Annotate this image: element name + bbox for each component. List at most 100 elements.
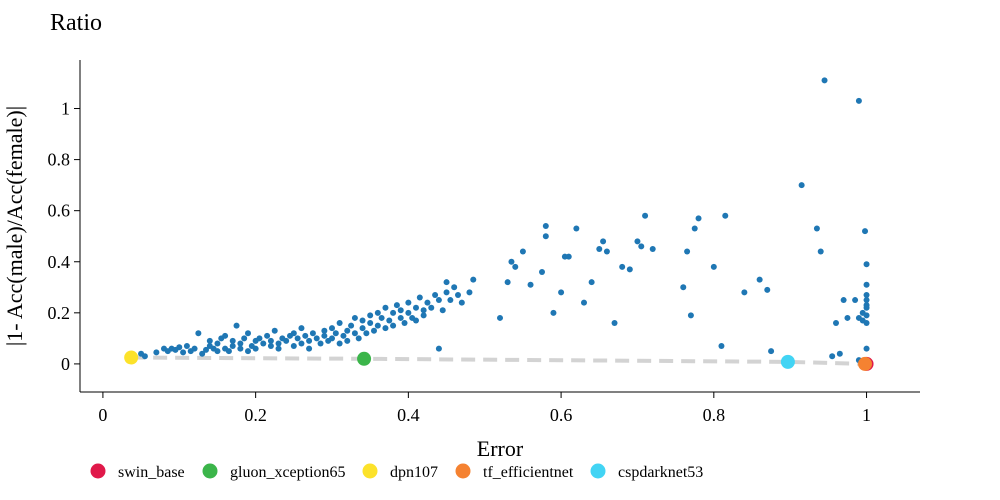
scatter-point xyxy=(225,348,232,355)
scatter-point xyxy=(371,327,377,334)
scatter-point xyxy=(329,325,335,332)
scatter-point xyxy=(176,344,183,351)
scatter-point xyxy=(199,350,206,357)
scatter-point xyxy=(539,268,545,275)
scatter-point xyxy=(626,266,633,273)
scatter-point xyxy=(382,325,389,332)
scatter-point xyxy=(691,225,698,232)
scatter-point xyxy=(351,314,358,321)
scatter-point xyxy=(497,314,503,321)
scatter-point xyxy=(390,309,397,316)
scatter-point xyxy=(863,312,870,319)
scatter-point xyxy=(600,238,607,245)
scatter-point xyxy=(397,314,404,321)
scatter-point xyxy=(271,327,278,334)
scatter-point xyxy=(321,332,328,339)
scatter-point xyxy=(298,340,305,347)
scatter-point xyxy=(504,279,511,286)
scatter-point xyxy=(355,335,362,342)
scatter-point xyxy=(718,343,725,350)
scatter-point xyxy=(844,314,851,321)
scatter-point xyxy=(508,258,515,265)
scatter-point xyxy=(722,212,729,219)
y-tick-label: 0.2 xyxy=(48,303,71,323)
legend-label: cspdarknet53 xyxy=(618,464,703,481)
x-tick-label: 1 xyxy=(862,405,871,425)
legend-marker xyxy=(202,463,218,479)
x-tick-label: 0.8 xyxy=(703,405,726,425)
scatter-point xyxy=(329,335,335,342)
scatter-point xyxy=(855,97,862,104)
scatter-point xyxy=(214,340,221,347)
scatter-point xyxy=(336,340,343,347)
scatter-point xyxy=(424,299,431,306)
scatter-point xyxy=(195,330,202,337)
scatter-point xyxy=(466,289,473,296)
scatter-point xyxy=(302,332,309,339)
scatter-point xyxy=(290,330,297,337)
scatter-point xyxy=(374,322,381,329)
scatter-point xyxy=(817,248,824,255)
scatter-point xyxy=(432,291,439,298)
scatter-point xyxy=(183,343,190,350)
scatter-point xyxy=(283,337,290,344)
scatter-point xyxy=(359,325,366,332)
scatter-point xyxy=(222,332,229,339)
scatter-point xyxy=(813,225,820,232)
legend-marker xyxy=(590,463,606,479)
scatter-point xyxy=(863,320,870,327)
y-tick-label: 0.6 xyxy=(48,201,71,221)
scatter-point xyxy=(588,279,595,286)
highlight-point-gluon_xception65 xyxy=(357,351,372,366)
scatter-point xyxy=(374,309,381,316)
scatter-point xyxy=(833,320,839,327)
scatter-point xyxy=(405,309,412,316)
scatter-point xyxy=(852,297,859,304)
scatter-point xyxy=(619,263,626,270)
scatter-point xyxy=(321,327,328,334)
scatter-point xyxy=(245,348,251,355)
scatter-point xyxy=(565,253,572,260)
scatter-point xyxy=(359,317,366,324)
scatter-point xyxy=(367,312,374,319)
scatter-point xyxy=(191,345,198,352)
legend-marker xyxy=(362,463,378,479)
plot-area xyxy=(124,77,874,371)
scatter-point xyxy=(443,289,450,296)
scatter-point xyxy=(390,322,397,329)
scatter-point xyxy=(439,307,446,314)
scatter-point xyxy=(542,233,549,240)
scatter-point xyxy=(756,276,763,283)
scatter-point xyxy=(386,317,393,324)
scatter-point xyxy=(695,215,702,222)
legend: swin_base gluon_xception65 dpn107 tf_effici… xyxy=(90,463,703,481)
x-axis-ticks: 0 0.2 0.4 0.6 0.8 1 xyxy=(98,392,871,425)
highlight-point-cspdarknet53 xyxy=(780,354,795,369)
legend-label: tf_efficientnet xyxy=(483,464,574,481)
scatter-point xyxy=(519,248,526,255)
x-tick-label: 0.2 xyxy=(244,405,267,425)
highlight-point-dpn107 xyxy=(124,350,139,365)
scatter-point xyxy=(443,279,450,286)
x-tick-label: 0.4 xyxy=(397,405,420,425)
scatter-point xyxy=(863,291,870,298)
legend-marker xyxy=(455,463,471,479)
highlight-point-tf_efficientnet xyxy=(858,356,873,371)
x-tick-label: 0.6 xyxy=(550,405,573,425)
scatter-point xyxy=(413,304,419,311)
scatter-point xyxy=(863,304,870,311)
scatter-point xyxy=(710,263,717,270)
scatter-point xyxy=(306,345,313,352)
scatter-point xyxy=(862,228,869,235)
scatter-point xyxy=(241,335,248,342)
scatter-point xyxy=(367,320,374,327)
scatter-point xyxy=(542,223,549,229)
legend-label: swin_base xyxy=(118,464,185,481)
scatter-point xyxy=(252,345,259,352)
chart-title: Ratio xyxy=(50,10,102,36)
y-tick-label: 0.8 xyxy=(48,150,71,170)
pareto-frontier-line xyxy=(131,355,867,366)
scatter-point xyxy=(863,297,870,304)
scatter-point xyxy=(581,299,587,306)
scatter-point xyxy=(596,245,603,252)
